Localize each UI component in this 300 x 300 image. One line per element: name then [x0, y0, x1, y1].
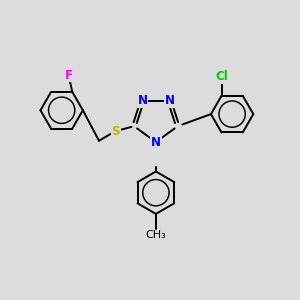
Text: N: N [151, 136, 161, 148]
Text: CH₃: CH₃ [146, 230, 166, 240]
Text: Cl: Cl [215, 70, 228, 83]
Text: N: N [137, 94, 147, 107]
Text: F: F [65, 69, 73, 82]
Text: N: N [164, 94, 174, 107]
Text: S: S [111, 124, 120, 138]
